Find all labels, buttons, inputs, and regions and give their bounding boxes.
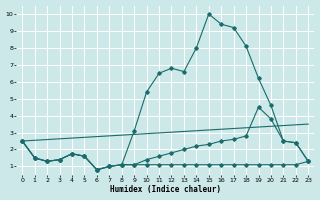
X-axis label: Humidex (Indice chaleur): Humidex (Indice chaleur) <box>110 185 221 194</box>
